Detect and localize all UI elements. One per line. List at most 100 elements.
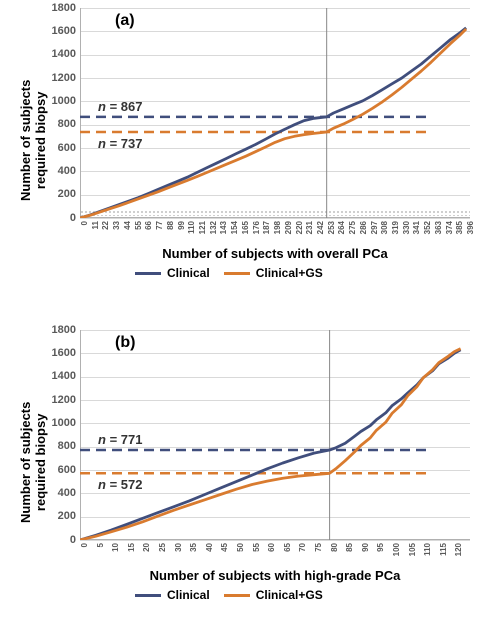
x-tick-label: 95 [376, 543, 385, 552]
figure: 0200400600800100012001400160018000112233… [0, 0, 500, 629]
x-tick-label: 275 [348, 221, 357, 234]
y-tick-label: 200 [58, 510, 76, 522]
x-tick-label: 10 [111, 543, 120, 552]
x-tick-label: 105 [408, 543, 417, 556]
x-tick-label: 209 [284, 221, 293, 234]
y-axis-title: Number of subjectsrequired biopsy [18, 80, 48, 201]
y-tick-label: 800 [58, 440, 76, 452]
x-tick-label: 88 [166, 221, 175, 230]
x-tick-label: 165 [241, 221, 250, 234]
x-tick-label: 198 [273, 221, 282, 234]
x-tick-label: 220 [295, 221, 304, 234]
x-tick-label: 33 [112, 221, 121, 230]
x-tick-label: 75 [314, 543, 323, 552]
x-tick-label: 5 [96, 543, 105, 547]
y-tick-label: 1400 [52, 48, 76, 60]
x-tick-label: 396 [466, 221, 475, 234]
x-tick-label: 352 [423, 221, 432, 234]
hline-label: n = 771 [98, 432, 142, 447]
legend-label: Clinical+GS [256, 588, 323, 602]
y-tick-label: 1600 [52, 347, 76, 359]
x-tick-label: 297 [370, 221, 379, 234]
legend: Clinical Clinical+GS [135, 588, 323, 602]
hline-label: n = 737 [98, 136, 142, 151]
y-axis-title: Number of subjectsrequired biopsy [18, 402, 48, 523]
x-tick-label: 85 [345, 543, 354, 552]
x-tick-label: 40 [205, 543, 214, 552]
x-tick-label: 242 [316, 221, 325, 234]
x-tick-label: 253 [327, 221, 336, 234]
x-tick-label: 35 [189, 543, 198, 552]
x-tick-label: 25 [158, 543, 167, 552]
x-tick-label: 0 [80, 543, 89, 547]
x-tick-label: 44 [123, 221, 132, 230]
x-tick-label: 115 [439, 543, 448, 556]
x-tick-label: 99 [177, 221, 186, 230]
x-axis-title: Number of subjects with overall PCa [80, 246, 470, 261]
x-tick-label: 50 [236, 543, 245, 552]
x-tick-label: 45 [220, 543, 229, 552]
x-tick-label: 70 [298, 543, 307, 552]
y-tick-label: 1000 [52, 417, 76, 429]
y-tick-label: 400 [58, 165, 76, 177]
x-tick-label: 176 [252, 221, 261, 234]
x-tick-label: 22 [101, 221, 110, 230]
x-tick-label: 385 [455, 221, 464, 234]
legend-item: Clinical+GS [224, 588, 323, 602]
x-tick-label: 231 [305, 221, 314, 234]
panel-label: (b) [115, 334, 135, 352]
x-tick-label: 55 [252, 543, 261, 552]
x-axis-title: Number of subjects with high-grade PCa [80, 568, 470, 583]
x-tick-label: 55 [134, 221, 143, 230]
x-tick-label: 121 [198, 221, 207, 234]
y-tick-label: 1800 [52, 324, 76, 336]
legend-label: Clinical [167, 266, 210, 280]
y-tick-label: 600 [58, 142, 76, 154]
x-tick-label: 110 [187, 221, 196, 234]
x-tick-label: 154 [230, 221, 239, 234]
x-tick-label: 374 [445, 221, 454, 234]
x-tick-label: 330 [402, 221, 411, 234]
x-tick-label: 100 [392, 543, 401, 556]
x-tick-label: 143 [219, 221, 228, 234]
series-clinical [80, 28, 466, 218]
y-tick-label: 800 [58, 118, 76, 130]
y-tick-label: 1400 [52, 370, 76, 382]
legend: Clinical Clinical+GS [135, 266, 323, 280]
panel-b: 0200400600800100012001400160018000510152… [0, 322, 500, 622]
legend-item: Clinical [135, 588, 210, 602]
y-tick-label: 200 [58, 188, 76, 200]
x-tick-label: 187 [262, 221, 271, 234]
legend-label: Clinical+GS [256, 266, 323, 280]
legend-label: Clinical [167, 588, 210, 602]
x-tick-label: 363 [434, 221, 443, 234]
hline-label: n = 867 [98, 99, 142, 114]
panel-a: 0200400600800100012001400160018000112233… [0, 0, 500, 300]
x-tick-label: 110 [423, 543, 432, 556]
x-tick-label: 77 [155, 221, 164, 230]
gridline [80, 540, 470, 541]
legend-item: Clinical+GS [224, 266, 323, 280]
x-tick-label: 319 [391, 221, 400, 234]
y-tick-label: 0 [70, 212, 76, 224]
gridline [80, 218, 470, 219]
y-tick-label: 1200 [52, 394, 76, 406]
y-tick-label: 400 [58, 487, 76, 499]
y-tick-label: 0 [70, 534, 76, 546]
x-tick-label: 30 [174, 543, 183, 552]
hline-label: n = 572 [98, 477, 142, 492]
y-tick-label: 600 [58, 464, 76, 476]
y-tick-label: 1200 [52, 72, 76, 84]
legend-swatch [224, 272, 250, 275]
y-tick-label: 1800 [52, 2, 76, 14]
x-tick-label: 90 [361, 543, 370, 552]
x-tick-label: 264 [337, 221, 346, 234]
legend-swatch [135, 594, 161, 597]
x-tick-label: 308 [380, 221, 389, 234]
legend-swatch [135, 272, 161, 275]
x-tick-label: 20 [142, 543, 151, 552]
x-tick-label: 66 [144, 221, 153, 230]
y-tick-label: 1000 [52, 95, 76, 107]
x-tick-label: 0 [80, 221, 89, 225]
x-tick-label: 120 [454, 543, 463, 556]
